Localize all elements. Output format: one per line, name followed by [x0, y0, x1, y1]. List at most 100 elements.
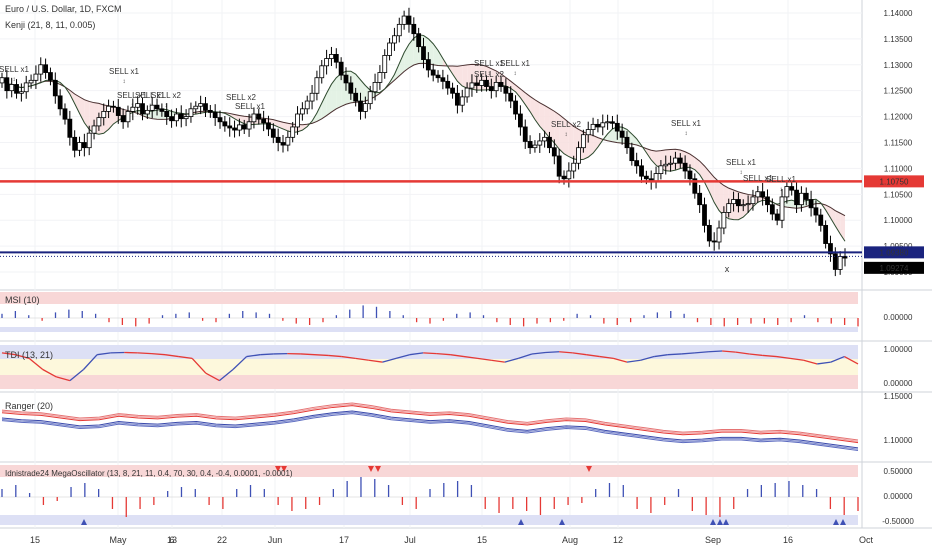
kenji-cloud-segment [835, 210, 841, 234]
tdi-title: TDI (13, 21) [5, 350, 53, 360]
tdi-line-segment [504, 357, 519, 363]
candle-body [474, 82, 480, 86]
kenji-cloud-segment [399, 52, 405, 76]
tdi-line-segment [191, 357, 207, 374]
sell-signal-arrow: ↕ [13, 77, 16, 83]
kenji-cloud-segment [825, 204, 831, 218]
candle-body [459, 96, 465, 106]
candle-body [280, 142, 286, 146]
tdi-line-segment [178, 355, 193, 360]
sell-signal-label: SELL x2 [551, 120, 581, 129]
candle-body [532, 144, 538, 149]
candle-body [290, 126, 296, 138]
candle-body [566, 170, 572, 180]
mega-sell-triangle [375, 466, 381, 472]
kenji-cloud-segment [462, 64, 468, 89]
candle-body [808, 199, 814, 209]
candle-body [721, 212, 727, 229]
candle-body [435, 74, 441, 79]
candle-body [740, 204, 746, 207]
candle-body [421, 46, 426, 60]
candle-body [513, 100, 518, 115]
candle-body [377, 72, 383, 83]
tdi-line-segment [463, 355, 478, 360]
sell-signal-arrow: ↕ [123, 79, 126, 85]
candle-body [52, 79, 58, 97]
candle-body [324, 58, 330, 67]
kenji-cloud-segment [360, 79, 366, 102]
candle-body [193, 105, 199, 110]
candle-body [629, 147, 635, 162]
kenji-cloud-segment [539, 102, 545, 132]
candle-body [256, 113, 262, 120]
candle-body [188, 108, 194, 117]
candle-body [624, 136, 630, 149]
sell-signal-arrow: ↕ [249, 114, 252, 120]
candle-body [736, 199, 741, 207]
kenji-cloud-segment [394, 63, 400, 81]
candle-body [600, 122, 606, 128]
candle-body [537, 140, 543, 146]
candle-body [14, 84, 19, 94]
candle-body [832, 253, 838, 270]
kenji-cloud-segment [709, 171, 715, 203]
tdi-line-segment [654, 354, 668, 358]
mega-sell-triangle [275, 466, 281, 472]
candle-body [677, 157, 683, 164]
tdi-line-segment [626, 359, 641, 363]
sell-signal-label: SELL x1 [766, 175, 796, 184]
candle-body [115, 106, 121, 116]
candle-body [207, 109, 213, 113]
candle-body [702, 204, 707, 226]
tdi-line-segment [667, 353, 682, 356]
kenji-cloud-segment [89, 101, 95, 134]
last-price-tag [864, 261, 924, 274]
msi-title: MSI (10) [5, 295, 40, 305]
candle-body [261, 118, 267, 124]
candle-body [823, 225, 829, 244]
candle-body [329, 54, 334, 59]
candle-body [580, 134, 586, 149]
sell-signal-label: SELL x1 [109, 67, 139, 76]
mega-buy-triangle [723, 519, 729, 525]
candle-body [425, 59, 431, 71]
candle-body [246, 121, 252, 130]
tdi-line-segment [423, 352, 437, 355]
candle-body [77, 142, 82, 151]
kenji-cloud-segment [530, 96, 535, 120]
candle-body [164, 111, 170, 117]
candle-body [479, 79, 485, 86]
sell-signal-arrow: ↕ [740, 170, 743, 176]
tdi-line-segment [559, 351, 573, 354]
tdi-line-segment [450, 354, 465, 358]
tdi-line-segment [722, 350, 736, 353]
candle-body [634, 160, 640, 167]
tdi-line-segment [15, 354, 30, 360]
candle-body [503, 86, 509, 94]
candle-body [605, 121, 611, 124]
candle-body [333, 54, 339, 63]
kenji-cloud-segment [568, 122, 574, 159]
candle-body [144, 109, 150, 115]
candle-body [309, 92, 315, 102]
time-axis-label: May [109, 535, 127, 545]
candle-body [348, 82, 354, 94]
sell-signal-arrow: ↕ [685, 131, 688, 137]
candle-body [57, 95, 63, 110]
candle-body [455, 92, 460, 106]
candle-body [527, 141, 533, 149]
mega-sell-triangle [281, 466, 287, 472]
candle-body [692, 178, 698, 194]
candle-body [551, 147, 557, 157]
kenji-cloud-segment [840, 213, 845, 242]
candle-body [251, 113, 257, 123]
candle-body [668, 162, 673, 165]
kenji-cloud-segment [675, 149, 681, 171]
buy-cross-marker: x [725, 264, 730, 274]
kenji-cloud-segment [84, 99, 90, 130]
candle-body [711, 240, 717, 243]
candle-body [610, 121, 615, 124]
mega-title: Idnistrade24 MegaOscillator (13, 8, 21, … [5, 469, 293, 478]
